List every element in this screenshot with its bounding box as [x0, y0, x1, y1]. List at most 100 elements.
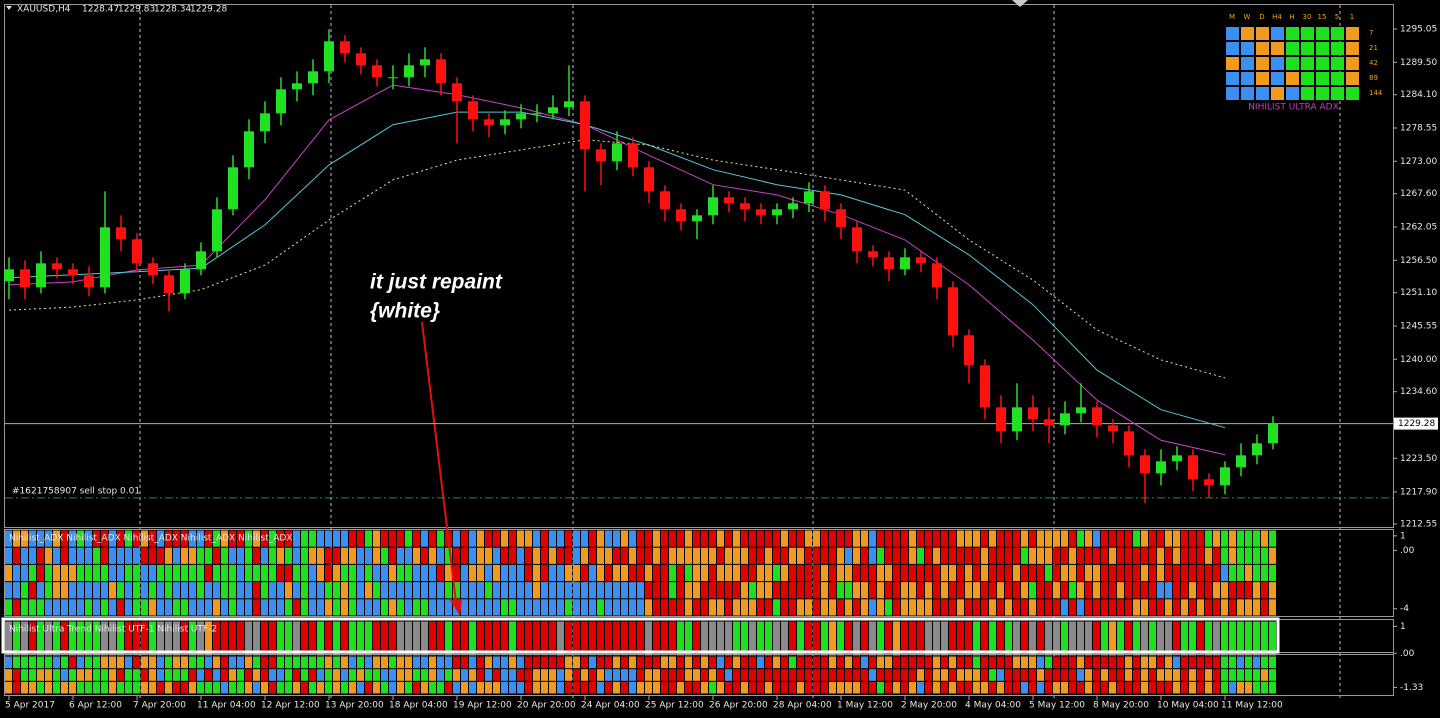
state-cell — [1261, 656, 1268, 669]
state-cell — [253, 669, 260, 681]
state-cell — [1213, 547, 1220, 564]
state-cell — [85, 547, 92, 564]
state-cell — [317, 669, 324, 681]
state-cell — [341, 582, 348, 599]
state-cell — [77, 564, 84, 582]
state-cell — [1093, 599, 1100, 616]
state-cell — [13, 669, 20, 681]
state-cell — [1253, 547, 1260, 564]
state-cell — [845, 669, 852, 681]
state-cell — [485, 582, 492, 599]
period-label: 7 — [1369, 29, 1373, 37]
state-cell — [333, 656, 340, 669]
state-cell — [885, 681, 892, 694]
state-cell — [357, 582, 364, 599]
state-cell — [725, 564, 732, 582]
state-cell — [869, 656, 876, 669]
state-cell — [1221, 599, 1228, 616]
candle-body — [580, 101, 590, 150]
state-cell — [29, 621, 36, 656]
state-cell — [1013, 669, 1020, 681]
state-cell — [725, 599, 732, 616]
state-cell — [789, 564, 796, 582]
state-cell — [605, 582, 612, 599]
state-cell — [1205, 564, 1212, 582]
mtf-cell — [1316, 72, 1329, 85]
state-cell — [709, 564, 716, 582]
state-cell — [717, 621, 724, 656]
state-cell — [981, 599, 988, 616]
state-cell — [1269, 599, 1276, 616]
state-cell — [205, 681, 212, 694]
state-cell — [565, 564, 572, 582]
state-cell — [853, 621, 860, 656]
state-cell — [397, 530, 404, 547]
state-cell — [421, 582, 428, 599]
state-cell — [405, 582, 412, 599]
state-cell — [461, 681, 468, 694]
state-cell — [421, 564, 428, 582]
state-cell — [685, 681, 692, 694]
state-cell — [821, 669, 828, 681]
x-tick-label: 12 Apr 12:00 — [261, 701, 320, 711]
state-cell — [453, 669, 460, 681]
state-cell — [165, 681, 172, 694]
state-cell — [205, 530, 212, 547]
state-cell — [349, 656, 356, 669]
state-cell — [341, 564, 348, 582]
symbol: XAUUSD,H4 — [17, 5, 71, 15]
x-tick-label: 4 May 04:00 — [965, 701, 1021, 711]
state-cell — [37, 582, 44, 599]
state-cell — [653, 547, 660, 564]
state-cell — [1165, 582, 1172, 599]
state-cell — [493, 599, 500, 616]
state-cell — [517, 547, 524, 564]
state-cell — [117, 681, 124, 694]
state-cell — [1261, 564, 1268, 582]
state-cell — [1093, 656, 1100, 669]
state-cell — [189, 621, 196, 656]
state-cell — [1005, 621, 1012, 656]
candle-body — [164, 275, 174, 294]
state-cell — [277, 599, 284, 616]
state-cell — [669, 530, 676, 547]
mtf-cell — [1316, 27, 1329, 40]
state-cell — [757, 669, 764, 681]
state-cell — [1133, 669, 1140, 681]
y-tick-label: 1267.60 — [1400, 189, 1437, 199]
state-cell — [1101, 621, 1108, 656]
state-cell — [213, 599, 220, 616]
candle-body — [932, 263, 942, 288]
state-cell — [93, 669, 100, 681]
state-cell — [1077, 582, 1084, 599]
state-cell — [1141, 681, 1148, 694]
state-cell — [405, 621, 412, 656]
state-cell — [581, 530, 588, 547]
state-cell — [357, 621, 364, 656]
state-cell — [653, 669, 660, 681]
state-cell — [1149, 681, 1156, 694]
state-cell — [365, 564, 372, 582]
y-tick-label: 1273.00 — [1400, 157, 1437, 167]
pane-border — [4, 529, 1394, 617]
state-cell — [541, 669, 548, 681]
state-cell — [117, 669, 124, 681]
state-cell — [1037, 582, 1044, 599]
state-cell — [1205, 530, 1212, 547]
state-cell — [1229, 582, 1236, 599]
menu-triangle[interactable] — [6, 6, 12, 10]
state-cell — [741, 669, 748, 681]
state-cell — [1269, 547, 1276, 564]
state-cell — [1133, 547, 1140, 564]
state-cell — [517, 530, 524, 547]
mtf-cell — [1256, 57, 1269, 70]
state-cell — [997, 669, 1004, 681]
candle-body — [1028, 407, 1038, 420]
candle-body — [1236, 455, 1246, 468]
state-cell — [1197, 669, 1204, 681]
state-cell — [1173, 582, 1180, 599]
period-label: 42 — [1369, 59, 1378, 67]
state-cell — [453, 564, 460, 582]
mtf-cell — [1331, 42, 1344, 55]
